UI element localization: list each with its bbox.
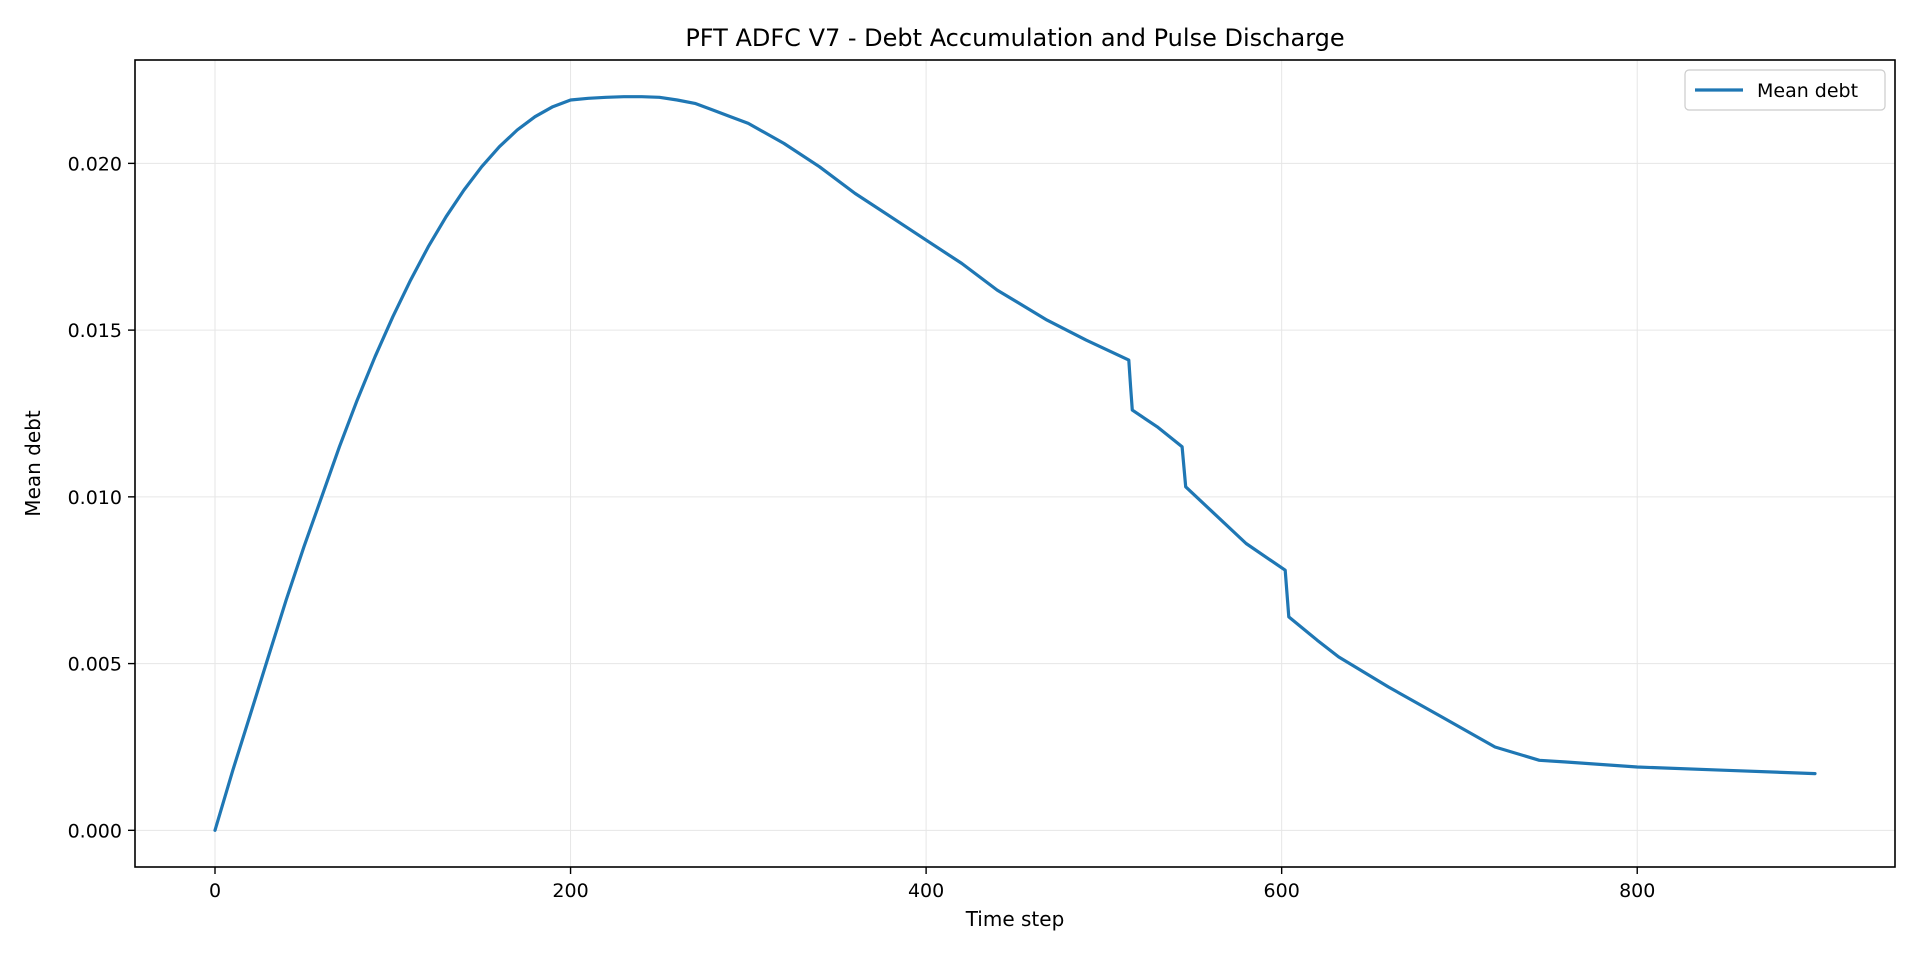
- y-axis-label: Mean debt: [21, 410, 45, 517]
- y-tick-label: 0.005: [68, 654, 122, 676]
- x-tick-label: 600: [1264, 880, 1300, 902]
- chart-title: PFT ADFC V7 - Debt Accumulation and Puls…: [685, 24, 1344, 52]
- y-tick-label: 0.010: [68, 487, 122, 509]
- y-tick-label: 0.020: [68, 153, 122, 175]
- x-tick-label: 0: [209, 880, 221, 902]
- x-tick-label: 200: [552, 880, 588, 902]
- series-group: [213, 95, 1817, 832]
- y-tick-label: 0.015: [68, 320, 122, 342]
- x-tick-label: 400: [908, 880, 944, 902]
- legend: Mean debt: [1684, 69, 1886, 111]
- y-tick-label: 0.000: [68, 820, 122, 842]
- plot-area-frame: [134, 59, 1896, 868]
- grid-lines: [135, 60, 1895, 867]
- axis-ticks: 0 200 400 600 800 0.000 0.005 0.010 0.015 0.020: [68, 153, 1656, 902]
- x-axis-label: Time step: [965, 907, 1065, 931]
- legend-label: Mean debt: [1757, 80, 1858, 102]
- x-tick-label: 800: [1619, 880, 1655, 902]
- series-line-mean-debt: [213, 95, 1817, 832]
- legend-box: [1684, 69, 1886, 111]
